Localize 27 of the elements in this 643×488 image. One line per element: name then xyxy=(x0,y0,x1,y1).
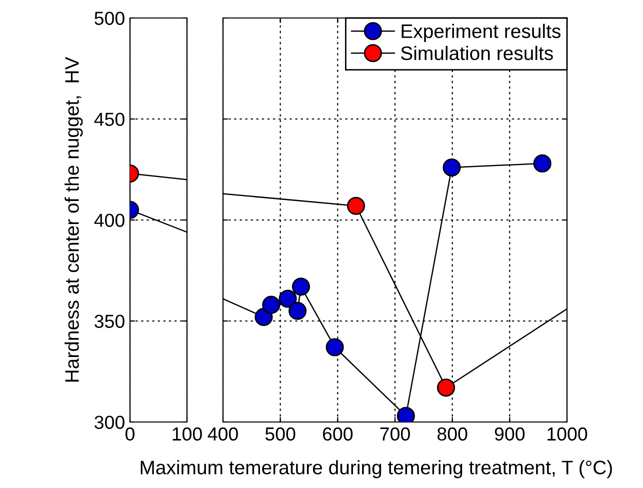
x-tick-label: 900 xyxy=(494,427,525,441)
point xyxy=(288,302,307,320)
point xyxy=(533,154,552,172)
point xyxy=(278,290,297,308)
x-tick-label: 1000 xyxy=(548,427,588,441)
y-tick-label: 300 xyxy=(94,416,124,429)
legend-label: Experiment results xyxy=(402,24,560,42)
x-tick-label: 500 xyxy=(265,427,296,441)
y-tick-label: 500 xyxy=(94,12,124,25)
x-tick-label: 600 xyxy=(322,427,353,441)
x-tick-label: 700 xyxy=(380,427,410,441)
legend-label: Simulation results xyxy=(401,46,553,60)
x-tick-label: 100 xyxy=(172,427,202,441)
x-axis-title: Maximum temerature during temering treatment, T (°C) xyxy=(140,460,612,478)
point xyxy=(292,278,310,296)
point xyxy=(326,338,344,356)
y-axis-title: Hardness at center of the nugget, HV xyxy=(64,56,83,382)
x-tick-label: 800 xyxy=(438,427,468,441)
y-tick-label: 450 xyxy=(94,112,124,126)
x-tick-label: 0 xyxy=(126,427,134,441)
point xyxy=(437,378,456,397)
point xyxy=(262,296,280,314)
y-tick-label: 350 xyxy=(94,314,124,328)
point xyxy=(442,158,461,177)
x-tick-label: 400 xyxy=(208,427,238,441)
y-tick-label: 400 xyxy=(94,214,124,227)
point xyxy=(346,196,366,215)
